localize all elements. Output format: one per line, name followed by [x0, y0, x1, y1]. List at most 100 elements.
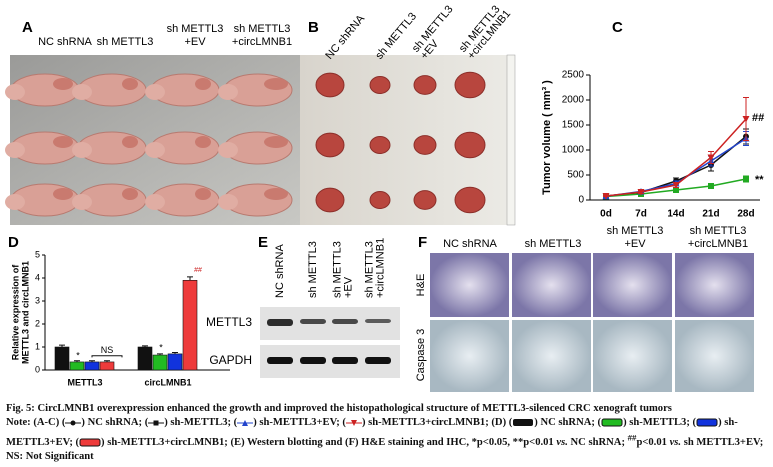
column-label: +circLMNB1: [688, 238, 748, 250]
column-label: NC shRNA: [38, 36, 92, 48]
y-tick-label: 2000: [562, 95, 585, 106]
marker: [742, 116, 750, 123]
note-text: ) sh-METTL3+EV; (: [6, 417, 738, 448]
y-axis-label: Tumor volume ( mm³ ): [541, 80, 553, 195]
mouse-head: [145, 84, 165, 100]
x-tick-label: 0d: [600, 209, 612, 220]
he-image: [512, 253, 591, 317]
y-tick-label: 0: [35, 364, 40, 374]
column-label: NC shRNA: [323, 12, 367, 61]
mouse-head: [72, 84, 92, 100]
annotation: **: [755, 174, 764, 186]
he-image: [430, 253, 509, 317]
annotation: *: [159, 343, 163, 353]
x-tick-label: 28d: [737, 209, 754, 220]
tumor: [53, 136, 73, 148]
note: Note: (A-C) ( ) NC shRNA; ( ) sh-METTL3; (…: [6, 417, 763, 462]
column-label-line: sh METTL3: [373, 11, 419, 62]
y-axis-label: METTL3 and circLMNB1: [20, 261, 30, 364]
annotation: NS: [101, 345, 114, 355]
x-tick-label: METTL3: [68, 377, 103, 387]
error-bar: [157, 353, 163, 356]
marker: [707, 154, 715, 161]
mouse-head: [218, 194, 238, 210]
y-tick-label: 0: [578, 195, 584, 206]
note-text: ) sh-METTL3+circLMNB1; (E) Western blott…: [101, 436, 557, 448]
tumor: [315, 72, 345, 98]
x-tick-label: circLMNB1: [144, 377, 191, 387]
column-label: sh METTL3: [363, 241, 375, 298]
y-tick-label: 1000: [562, 145, 585, 156]
note-text: ) sh-METTL3; (: [164, 417, 238, 428]
legend-glyph: [513, 419, 534, 427]
tumor: [122, 188, 138, 200]
tumor: [122, 136, 138, 148]
note-text: ) sh-METTL3+EV; (: [253, 417, 346, 428]
row-label: H&E: [415, 274, 427, 297]
row-label: METTL3: [206, 315, 252, 329]
column-label: +circLMNB1: [232, 36, 292, 48]
error-bar: [59, 344, 65, 347]
panel-label: C: [612, 19, 623, 36]
legend-glyph: [79, 438, 101, 447]
legend-glyph: [601, 418, 623, 427]
column-label: sh METTL3: [690, 225, 747, 237]
bar: [152, 354, 168, 371]
column-label: sh METTL3+circLMNB1: [457, 3, 513, 61]
y-axis-label: Relative expression of: [10, 264, 20, 361]
ruler: [506, 54, 516, 226]
tumor: [53, 188, 73, 200]
y-tick-label: 1500: [562, 120, 585, 131]
tumor: [195, 188, 211, 200]
y-tick-label: 1: [35, 341, 40, 351]
tumor: [315, 187, 345, 213]
tumor: [413, 135, 437, 155]
note-text: ) NC shRNA; (: [81, 417, 149, 428]
tumor: [369, 191, 391, 209]
column-label: sh METTL3: [307, 241, 319, 298]
note-text: p<0.01: [636, 436, 670, 448]
y-tick-label: 4: [35, 272, 40, 282]
bar: [137, 346, 153, 371]
tumor: [264, 188, 288, 200]
marker: [672, 182, 680, 189]
marker: [602, 193, 610, 200]
panel-label: D: [8, 234, 19, 251]
note-text: ) NC shRNA; (: [534, 417, 602, 428]
marker: [708, 183, 714, 189]
tumor: [122, 78, 138, 90]
tumor: [195, 136, 211, 148]
caspase-image: [593, 320, 672, 392]
panel-label: E: [258, 234, 268, 251]
band: [365, 357, 391, 364]
row-label: GAPDH: [209, 353, 252, 367]
column-label: sh METTL3: [373, 11, 419, 62]
band: [365, 319, 391, 323]
y-tick-label: 3: [35, 295, 40, 305]
tumor: [413, 190, 437, 210]
mouse-head: [145, 142, 165, 158]
bracket: [91, 355, 123, 358]
tumor: [195, 78, 211, 90]
column-label: sh METTL3: [97, 36, 154, 48]
band: [267, 357, 293, 364]
note-text: Note: (A-C) (: [6, 417, 66, 428]
note-text: ) sh-METTL3+circLMNB1; (D) (: [361, 417, 513, 428]
mouse-head: [5, 84, 25, 100]
legend-glyph: [65, 420, 82, 426]
tumor: [454, 131, 486, 159]
note-text: vs.: [669, 436, 682, 448]
caption: Fig. 5: CircLMNB1 overexpression enhance…: [6, 402, 770, 464]
tumor: [454, 71, 486, 99]
error-bar: [142, 345, 148, 347]
tumor: [369, 76, 391, 94]
band: [300, 357, 326, 364]
annotation: ##: [194, 267, 202, 274]
tumor: [413, 75, 437, 95]
mouse-head: [72, 142, 92, 158]
column-label: NC shRNA: [274, 244, 286, 298]
caspase-image: [512, 320, 591, 392]
column-label: sh METTL3: [234, 23, 291, 35]
column-label: +EV: [342, 276, 354, 298]
